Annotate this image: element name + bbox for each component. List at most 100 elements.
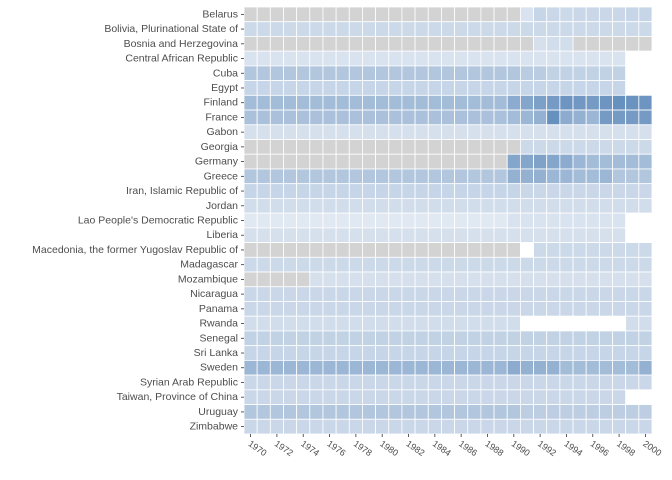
heatmap-cell <box>572 21 587 37</box>
heatmap-cell <box>256 315 271 332</box>
heatmap-cell <box>243 6 258 23</box>
heatmap-cell <box>625 124 640 140</box>
heatmap-cell <box>638 124 653 140</box>
heatmap-cell <box>533 404 548 420</box>
heatmap-cell <box>598 227 613 243</box>
heatmap-cell <box>493 50 508 67</box>
heatmap-cell <box>375 256 390 273</box>
heatmap-cell <box>625 330 640 347</box>
heatmap-cell <box>283 242 298 258</box>
heatmap-cell <box>441 286 455 302</box>
heatmap-cell <box>362 124 377 140</box>
heatmap-cell <box>335 124 350 140</box>
heatmap-cell <box>519 168 534 185</box>
heatmap-cell <box>414 168 429 185</box>
heatmap-cell <box>467 389 482 405</box>
heatmap-cell <box>533 374 548 391</box>
heatmap-cell <box>546 330 561 347</box>
heatmap-cell <box>414 124 429 140</box>
heatmap-cell <box>612 168 627 185</box>
heatmap-cell <box>480 256 495 273</box>
heatmap-cell <box>335 345 350 361</box>
heatmap-cell <box>243 418 258 435</box>
heatmap-cell <box>572 242 587 258</box>
heatmap-cell <box>256 301 271 317</box>
heatmap-cell <box>612 36 627 52</box>
heatmap-cell <box>322 65 337 82</box>
heatmap-cell <box>414 183 429 199</box>
heatmap-cell <box>335 36 350 52</box>
heatmap-cell <box>243 153 258 170</box>
heatmap-cell <box>388 374 403 391</box>
heatmap-cell <box>467 256 482 273</box>
heatmap-cell <box>243 374 258 391</box>
heatmap-cell <box>362 168 377 185</box>
heatmap-cell <box>427 242 442 258</box>
heatmap-cell <box>322 6 337 23</box>
heatmap-cell <box>480 36 495 52</box>
heatmap-cell <box>493 139 508 155</box>
heatmap-cell <box>480 124 495 140</box>
heatmap-cell <box>348 374 363 391</box>
heatmap-cell <box>598 153 613 170</box>
heatmap-cell <box>309 139 324 155</box>
heatmap-cell <box>585 330 600 347</box>
heatmap-cell <box>348 94 363 111</box>
heatmap-cell <box>546 256 561 273</box>
heatmap-cell <box>454 153 469 170</box>
heatmap-cell <box>375 153 390 170</box>
heatmap-cell <box>519 345 534 361</box>
heatmap-cell <box>533 6 548 23</box>
heatmap-cell <box>546 168 561 185</box>
heatmap-cell <box>322 139 337 155</box>
heatmap-cell <box>612 6 627 23</box>
y-tick-label: Bosnia and Herzegovina <box>124 38 239 50</box>
heatmap-cell <box>506 256 521 273</box>
heatmap-cell <box>283 271 298 288</box>
heatmap-cell <box>296 418 311 435</box>
heatmap-cell <box>322 374 337 391</box>
heatmap-cell <box>375 65 390 82</box>
heatmap-cell <box>546 65 561 82</box>
heatmap-cell <box>348 330 363 347</box>
heatmap-cell <box>638 168 653 185</box>
heatmap-cell <box>427 404 442 420</box>
heatmap-cell <box>625 153 640 170</box>
heatmap-cell <box>375 374 390 391</box>
heatmap-cell <box>296 153 311 170</box>
heatmap-cell <box>572 6 587 23</box>
heatmap-cell <box>322 168 337 185</box>
heatmap-cell <box>269 271 284 288</box>
y-tick-label: Mozambique <box>178 273 238 285</box>
heatmap-cell <box>243 242 258 258</box>
heatmap-cell <box>269 418 284 435</box>
heatmap-cell <box>243 404 258 420</box>
heatmap-cell <box>506 80 521 96</box>
heatmap-cell <box>519 286 534 302</box>
heatmap-cell <box>243 94 258 111</box>
heatmap-cell <box>612 94 627 111</box>
heatmap-cell <box>401 301 416 317</box>
heatmap-cell <box>506 271 521 288</box>
heatmap-cell <box>243 212 258 229</box>
heatmap-cell <box>441 198 455 214</box>
heatmap-cell <box>533 94 548 111</box>
heatmap-cell <box>269 198 284 214</box>
heatmap-cell <box>493 345 508 361</box>
heatmap-cell <box>414 359 429 376</box>
heatmap-cell <box>414 198 429 214</box>
heatmap-cell <box>427 256 442 273</box>
heatmap-cell <box>362 153 377 170</box>
heatmap-cell <box>348 286 363 302</box>
x-tick-label: 1980 <box>378 438 400 458</box>
heatmap-cell <box>309 21 324 37</box>
heatmap-cell <box>362 183 377 199</box>
heatmap-cell <box>427 153 442 170</box>
heatmap-cell <box>296 139 311 155</box>
heatmap-cell <box>309 404 324 420</box>
heatmap-cell <box>598 359 613 376</box>
heatmap-cell <box>493 418 508 435</box>
heatmap-cell <box>283 389 298 405</box>
heatmap-cell <box>283 183 298 199</box>
